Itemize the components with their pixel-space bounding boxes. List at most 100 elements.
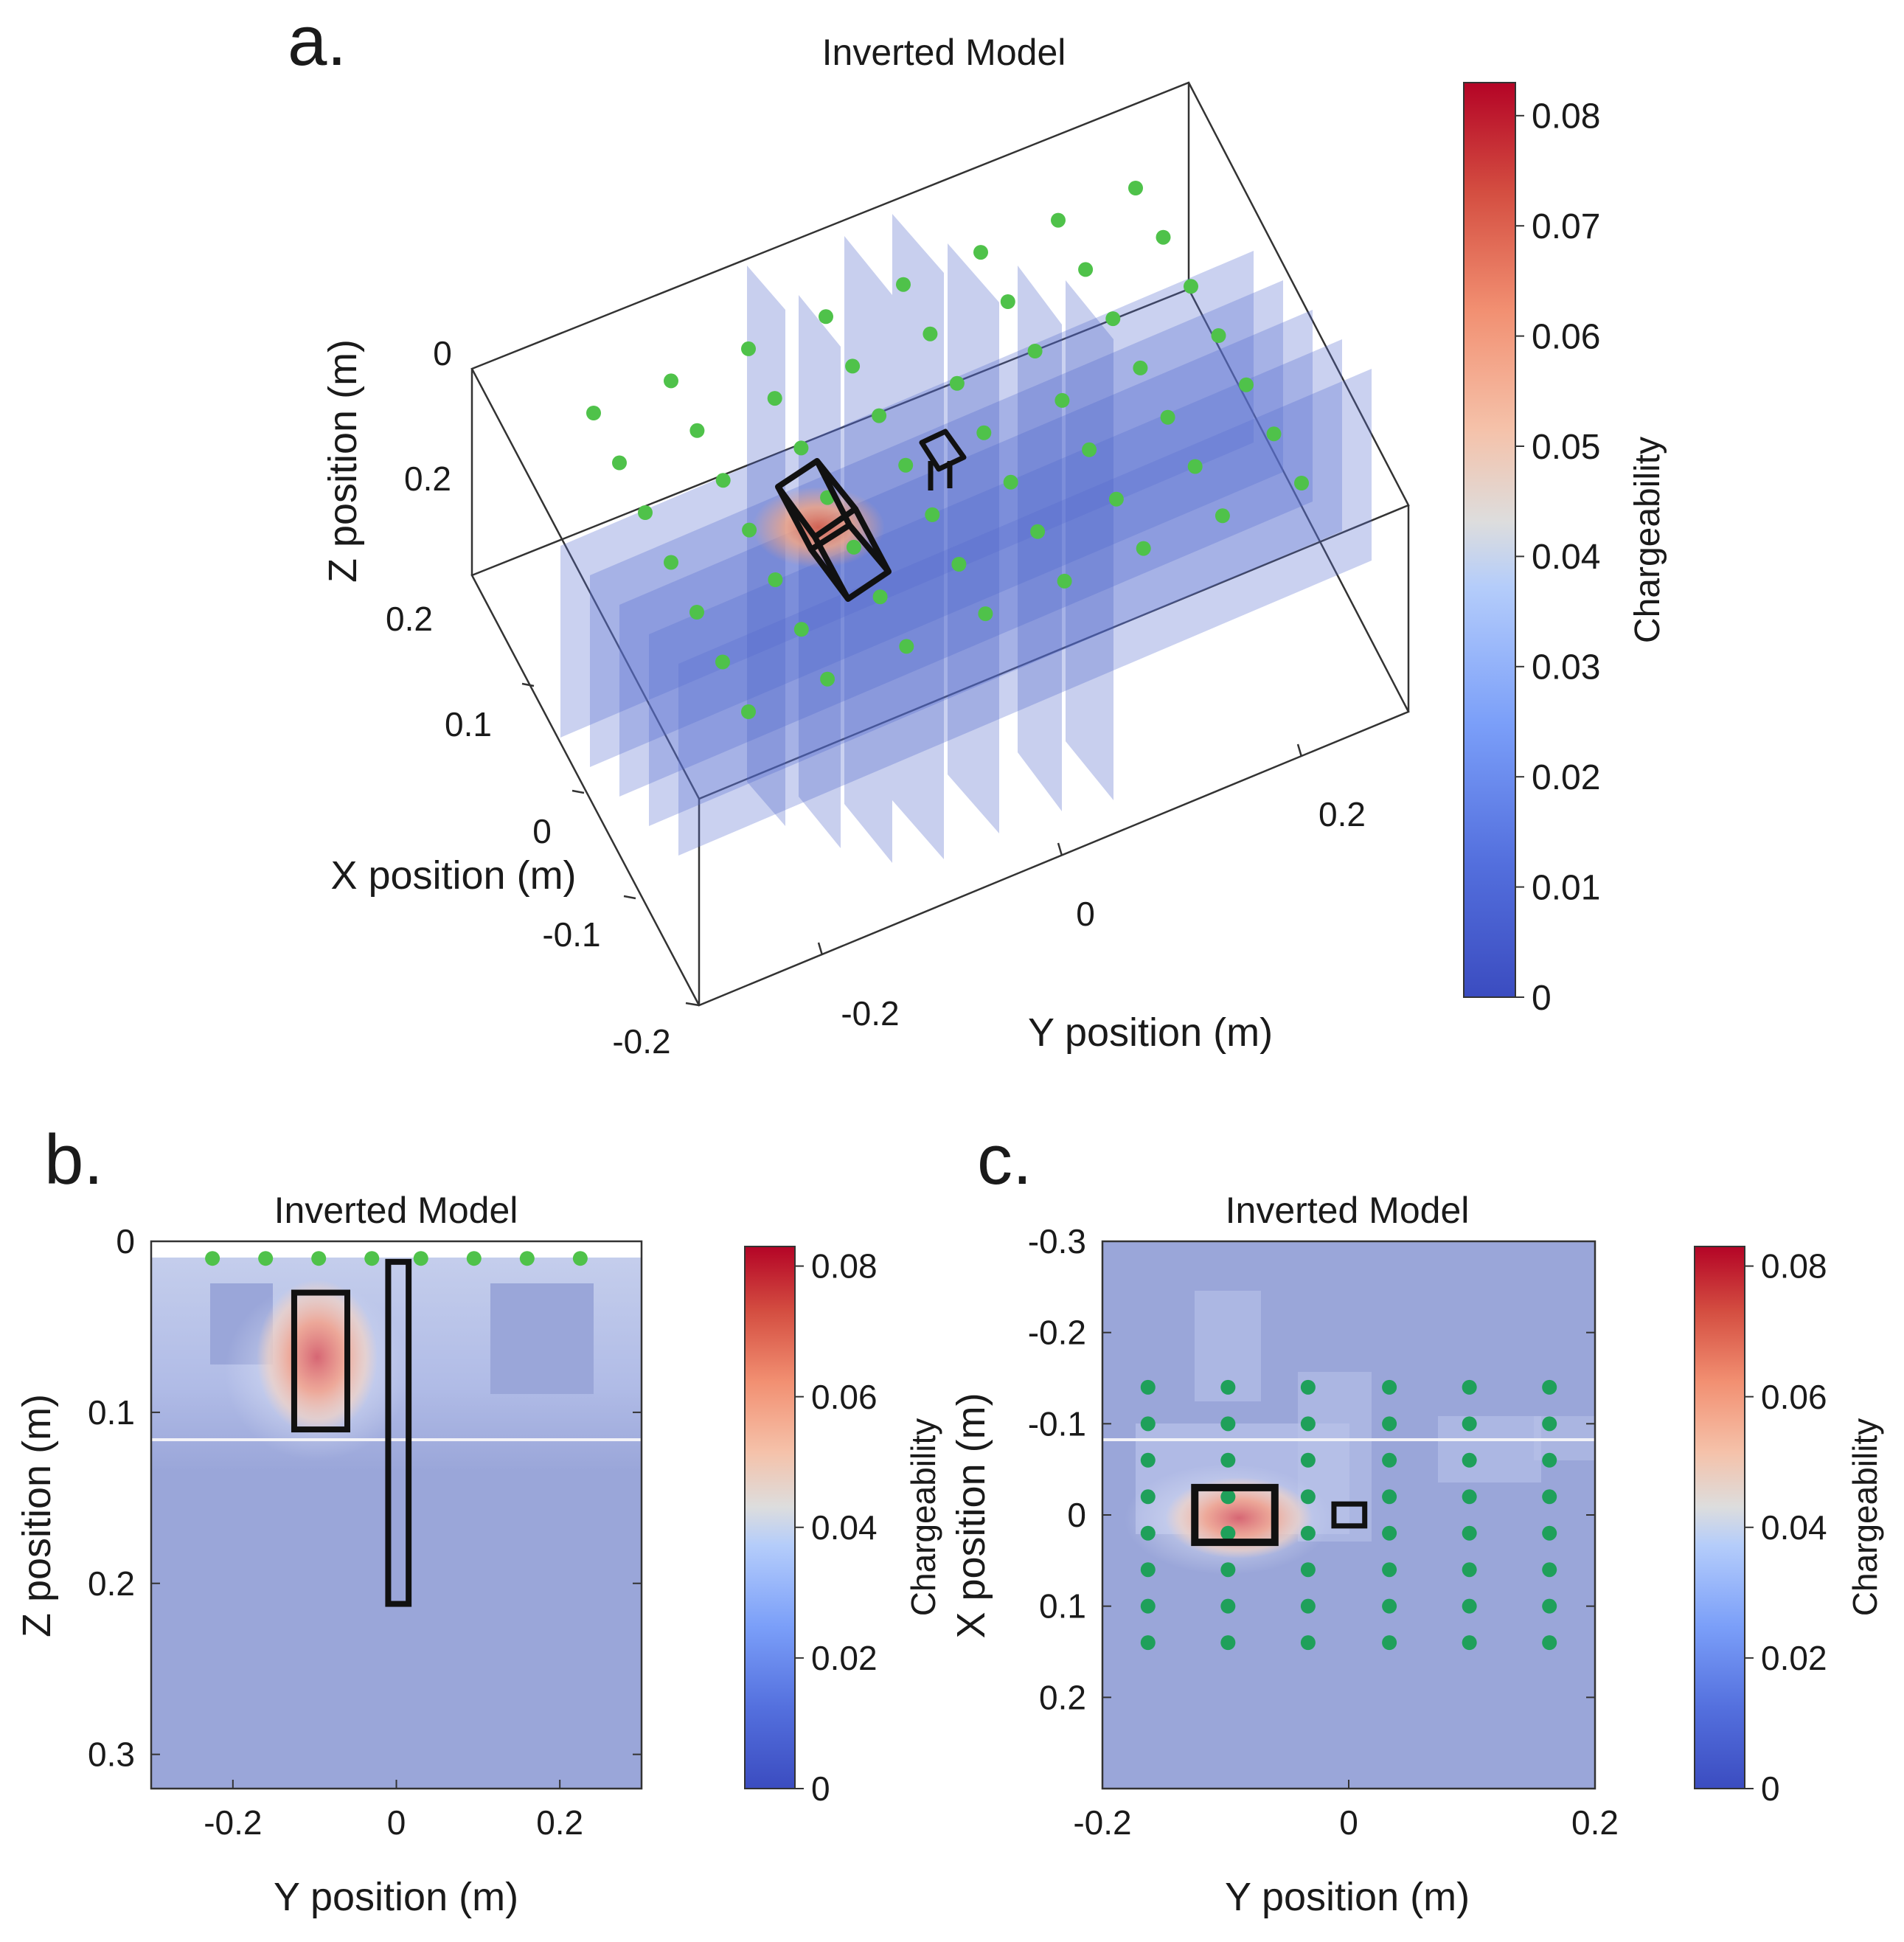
c-electrode <box>1220 1416 1236 1432</box>
c-electrode <box>1382 1598 1397 1614</box>
c-electrode <box>1462 1416 1477 1432</box>
a-xtick-3: 0.1 <box>445 705 492 743</box>
c-electrode <box>1462 1525 1477 1541</box>
c-cbtick-label: 0.06 <box>1761 1378 1827 1416</box>
a-electrode <box>925 507 940 522</box>
a-zlabel: Z position (m) <box>321 339 365 583</box>
panel-a-targets <box>775 429 967 602</box>
b-grid-line <box>151 1438 642 1441</box>
c-electrode <box>1220 1489 1236 1505</box>
c-electrode <box>1140 1379 1156 1395</box>
panel-b-plot <box>150 1240 643 1790</box>
c-cbtick-label: 0.02 <box>1761 1639 1827 1677</box>
c-electrode <box>1220 1598 1236 1614</box>
c-electrodes <box>1140 1379 1557 1651</box>
c-electrode <box>1382 1562 1397 1578</box>
a-xticks <box>521 682 700 1007</box>
panel-a-slices <box>560 214 1372 863</box>
a-electrode <box>1027 344 1043 358</box>
a-ytick-1: 0 <box>1076 895 1095 933</box>
a-slice-x-2 <box>619 310 1313 797</box>
c-colorbar-label: Chargeability <box>1846 1418 1884 1616</box>
c-electrode <box>1140 1562 1156 1578</box>
c-targets <box>1191 1483 1368 1547</box>
c-electrode <box>1382 1635 1397 1651</box>
b-targets <box>291 1258 412 1607</box>
c-xtick-label: 0.2 <box>1571 1803 1619 1842</box>
b-colorbar-bar <box>744 1246 796 1789</box>
c-electrode <box>1462 1489 1477 1505</box>
a-electrode <box>1211 328 1226 343</box>
b-anomaly <box>257 1280 378 1435</box>
a-electrode <box>898 457 914 473</box>
c-electrode <box>1140 1416 1156 1432</box>
a-slice-y-3 <box>892 214 944 859</box>
a-electrode <box>872 589 888 605</box>
a-slice-x-0 <box>560 251 1254 738</box>
c-ytick-label: 0.1 <box>1039 1587 1086 1626</box>
c-electrode <box>1542 1489 1557 1505</box>
a-electrode <box>767 391 782 406</box>
b-ylabel: Z position (m) <box>15 1394 59 1637</box>
c-grid-line <box>1102 1438 1595 1441</box>
a-electrode <box>1105 311 1121 327</box>
c-electrode <box>1220 1452 1236 1468</box>
b-cbtick-label: 0.04 <box>811 1508 878 1547</box>
a-xtick-0: -0.2 <box>612 1022 670 1061</box>
panel-b: b. Inverted Model -0.2 0 0.2 0 0.1 0.2 0.3 Z p… <box>15 1120 942 1919</box>
c-ytick-label: 0.2 <box>1039 1678 1086 1716</box>
b-xtick-label: -0.2 <box>204 1803 262 1842</box>
c-electrode <box>1542 1598 1557 1614</box>
b-electrode <box>466 1251 482 1266</box>
a-electrode <box>612 455 627 471</box>
a-colorbar-bar <box>1463 82 1516 998</box>
a-electrode <box>715 654 730 670</box>
panel-c: c. Inverted Model -0.2 0 0.2-0.3-0.2-0.100… <box>949 1120 1884 1919</box>
a-cbtick-label: 0.02 <box>1532 758 1600 797</box>
c-electrode <box>1220 1379 1236 1395</box>
b-xtick-label: 0 <box>387 1803 406 1842</box>
c-electrode <box>1542 1635 1557 1651</box>
c-cbtick-label: 0 <box>1761 1769 1780 1808</box>
panel-c-title: Inverted Model <box>1226 1190 1470 1231</box>
a-xtick-1: -0.1 <box>542 915 600 954</box>
c-electrode <box>1140 1598 1156 1614</box>
a-electrode <box>638 505 653 520</box>
c-xtick-label: -0.2 <box>1073 1803 1131 1842</box>
a-electrode <box>715 473 731 488</box>
a-cbtick-label: 0.08 <box>1532 97 1600 136</box>
a-electrode <box>1003 474 1018 490</box>
a-cbtick-label: 0.01 <box>1532 868 1600 907</box>
c-electrode <box>1220 1635 1236 1651</box>
panel-a-box <box>470 81 1410 1007</box>
b-electrode <box>413 1251 428 1266</box>
a-electrode <box>1239 377 1254 392</box>
b-colorbar-ticks: 0 0.02 0.04 0.06 0.08 <box>795 1247 878 1808</box>
c-electrode <box>1382 1416 1397 1432</box>
panel-a: a. Inverted Model <box>288 1 1667 1061</box>
panel-a-title: Inverted Model <box>822 32 1066 73</box>
panel-a-cube-target <box>775 458 892 602</box>
b-cbtick-label: 0.06 <box>811 1378 878 1416</box>
a-electrode <box>1078 262 1094 277</box>
c-target-block <box>1191 1483 1279 1547</box>
c-colorbar-bar <box>1694 1246 1745 1789</box>
b-ytick-label: 0.3 <box>88 1735 135 1774</box>
a-electrode <box>742 522 757 538</box>
c-electrode <box>1462 1635 1477 1651</box>
b-electrode <box>205 1251 220 1266</box>
b-electrode <box>572 1251 588 1266</box>
c-ytick-label: 0 <box>1067 1496 1086 1534</box>
c-electrode <box>1462 1598 1477 1614</box>
b-electrode <box>311 1251 327 1266</box>
c-electrode <box>1462 1379 1477 1395</box>
a-electrode <box>689 423 705 438</box>
b-cbtick-label: 0 <box>811 1769 830 1808</box>
a-electrode <box>872 408 887 423</box>
panel-a-rod-target <box>919 429 967 490</box>
panel-c-plot <box>1101 1240 1596 1790</box>
a-slice-x-4 <box>678 369 1372 856</box>
c-electrode <box>1140 1635 1156 1651</box>
a-electrode <box>1030 524 1046 539</box>
a-ztick-1: 0.2 <box>404 460 451 498</box>
